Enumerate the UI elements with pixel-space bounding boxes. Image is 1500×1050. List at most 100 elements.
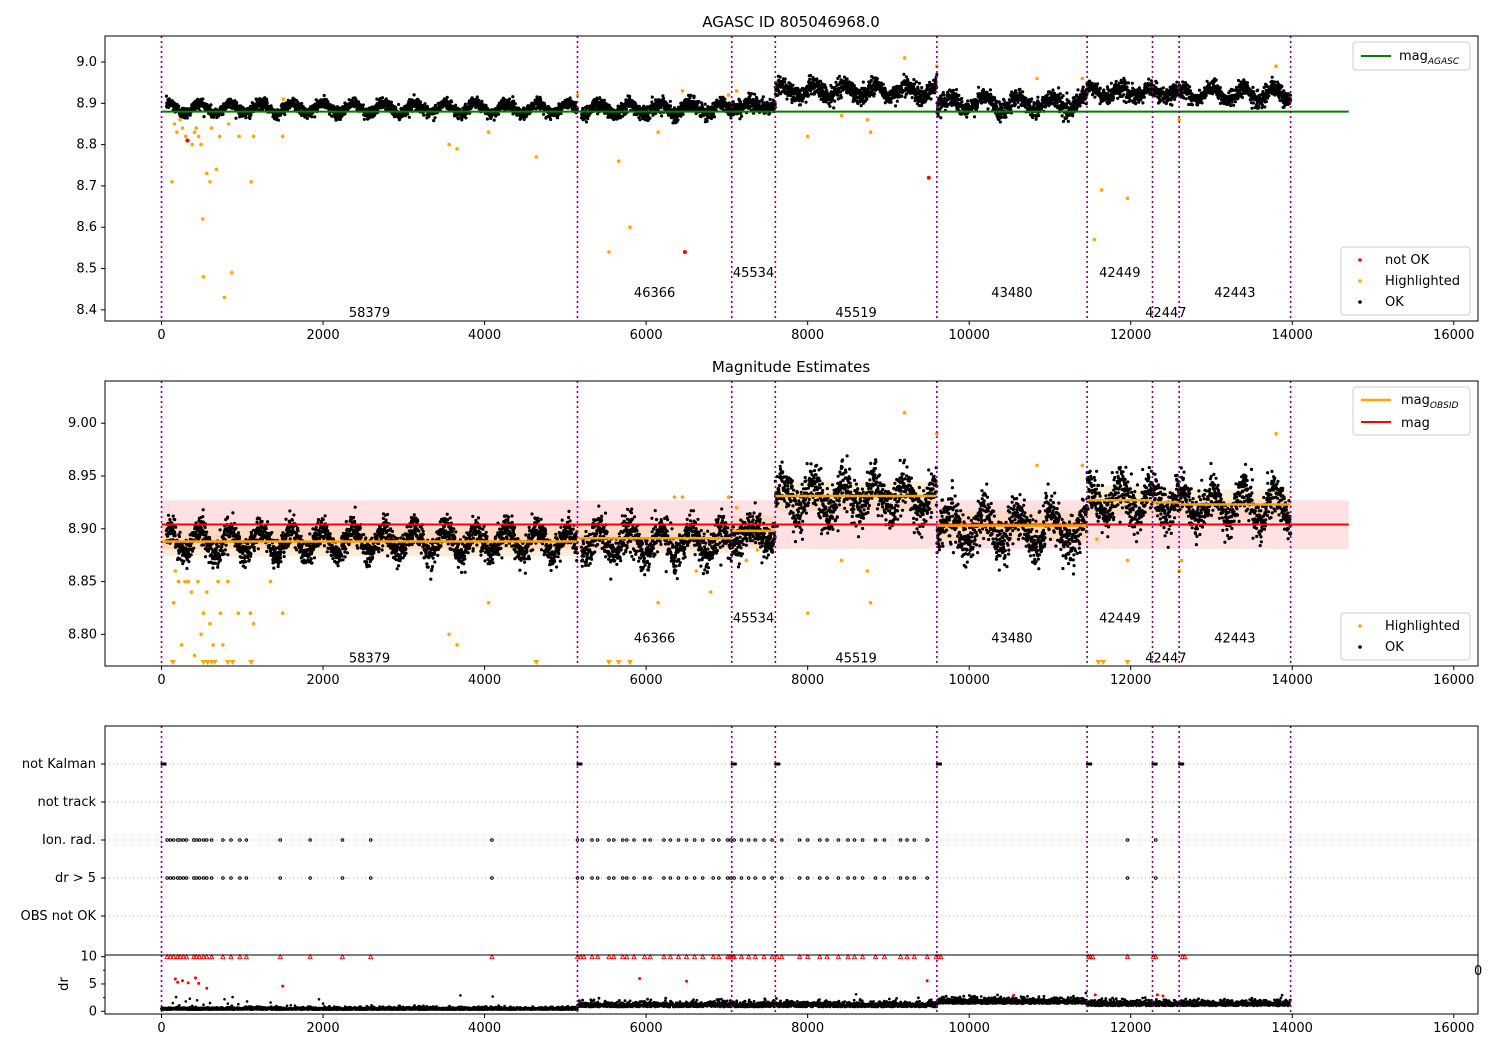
ok-point: [791, 83, 795, 87]
ok-point: [177, 104, 181, 108]
ok-point: [966, 99, 970, 103]
ok-point: [804, 100, 808, 104]
ok-point: [954, 88, 959, 92]
ok-point: [689, 93, 693, 97]
ok-point: [464, 116, 468, 120]
ok-point: [750, 92, 754, 96]
ok-point: [248, 116, 252, 120]
ok-point: [809, 73, 813, 78]
ok-point: [445, 95, 449, 99]
ok-point: [427, 114, 431, 119]
ok-point: [201, 97, 205, 101]
ok-point: [1018, 87, 1022, 91]
ok-point: [361, 103, 365, 107]
ok-point: [1114, 79, 1118, 84]
ok-point: [549, 117, 553, 122]
ok-point: [1037, 114, 1041, 118]
ok-point: [932, 91, 937, 95]
ok-point: [1057, 86, 1061, 90]
ok-point: [624, 107, 628, 111]
ok-point: [208, 106, 212, 111]
ok-point: [507, 97, 512, 101]
ok-point: [522, 117, 526, 121]
ok-point: [305, 116, 309, 120]
ok-point: [1065, 91, 1069, 95]
ok-point: [836, 93, 840, 97]
ok-point: [1066, 119, 1070, 123]
ok-point: [265, 101, 269, 105]
ok-point: [1036, 95, 1040, 99]
ok-point: [463, 102, 468, 106]
ok-point: [1124, 100, 1128, 105]
ok-point: [798, 103, 803, 107]
ok-point: [1016, 105, 1021, 109]
ok-point: [660, 114, 664, 118]
ok-point: [832, 106, 836, 110]
ok-point: [234, 116, 238, 120]
ok-point: [456, 116, 461, 120]
ok-point: [1096, 82, 1100, 86]
ok-point: [869, 78, 873, 82]
ok-point: [202, 115, 206, 119]
ok-point: [732, 113, 736, 117]
ok-point: [638, 118, 642, 122]
ok-point: [1000, 106, 1004, 110]
ok-point: [986, 107, 990, 111]
ok-point: [903, 95, 907, 99]
ok-point: [422, 113, 426, 117]
ok-point: [1014, 91, 1018, 95]
ok-point: [917, 81, 922, 85]
ok-point: [939, 116, 943, 120]
ok-point: [1061, 119, 1066, 123]
ok-point: [389, 100, 393, 104]
ok-point: [993, 96, 997, 100]
ok-point: [889, 100, 893, 104]
ok-point: [412, 93, 416, 97]
ok-point: [661, 96, 666, 101]
top-panel-title: AGASC ID 805046968.0: [702, 13, 880, 31]
ok-point: [249, 113, 253, 117]
ok-point: [1021, 90, 1025, 94]
ok-point: [740, 114, 744, 118]
ok-point: [859, 104, 863, 108]
ok-point: [833, 99, 837, 103]
ok-point: [1034, 117, 1038, 121]
ok-point: [951, 88, 956, 92]
ok-point: [185, 116, 189, 120]
ok-point: [881, 82, 885, 86]
ok-point: [449, 100, 454, 104]
ok-point: [912, 78, 916, 82]
ok-point: [783, 77, 787, 81]
ok-point: [628, 94, 632, 98]
ok-point: [972, 115, 977, 119]
ok-point: [1134, 102, 1138, 106]
ok-point: [668, 104, 673, 108]
ok-point: [513, 102, 517, 106]
ok-point: [511, 95, 515, 99]
ok-point: [1061, 94, 1065, 98]
ok-point: [188, 113, 192, 117]
ok-point: [920, 86, 924, 90]
ok-point: [221, 112, 225, 116]
ok-point: [432, 119, 436, 123]
ok-point: [497, 112, 501, 116]
ok-point: [761, 95, 765, 99]
ok-point: [164, 94, 168, 98]
ok-point: [276, 118, 280, 122]
ok-point: [1016, 100, 1020, 104]
ok-point: [914, 80, 919, 84]
ok-point: [965, 115, 969, 119]
ok-point: [433, 116, 437, 120]
ok-point: [872, 92, 877, 96]
ok-point: [1060, 114, 1064, 118]
ok-point: [584, 120, 589, 124]
ok-point: [1098, 86, 1102, 90]
ok-point: [1058, 92, 1062, 96]
ok-point: [942, 93, 946, 97]
ok-point: [1109, 81, 1113, 85]
ok-point: [1126, 81, 1130, 85]
ok-point: [893, 104, 898, 108]
ok-point: [235, 101, 239, 105]
ok-point: [407, 115, 411, 119]
